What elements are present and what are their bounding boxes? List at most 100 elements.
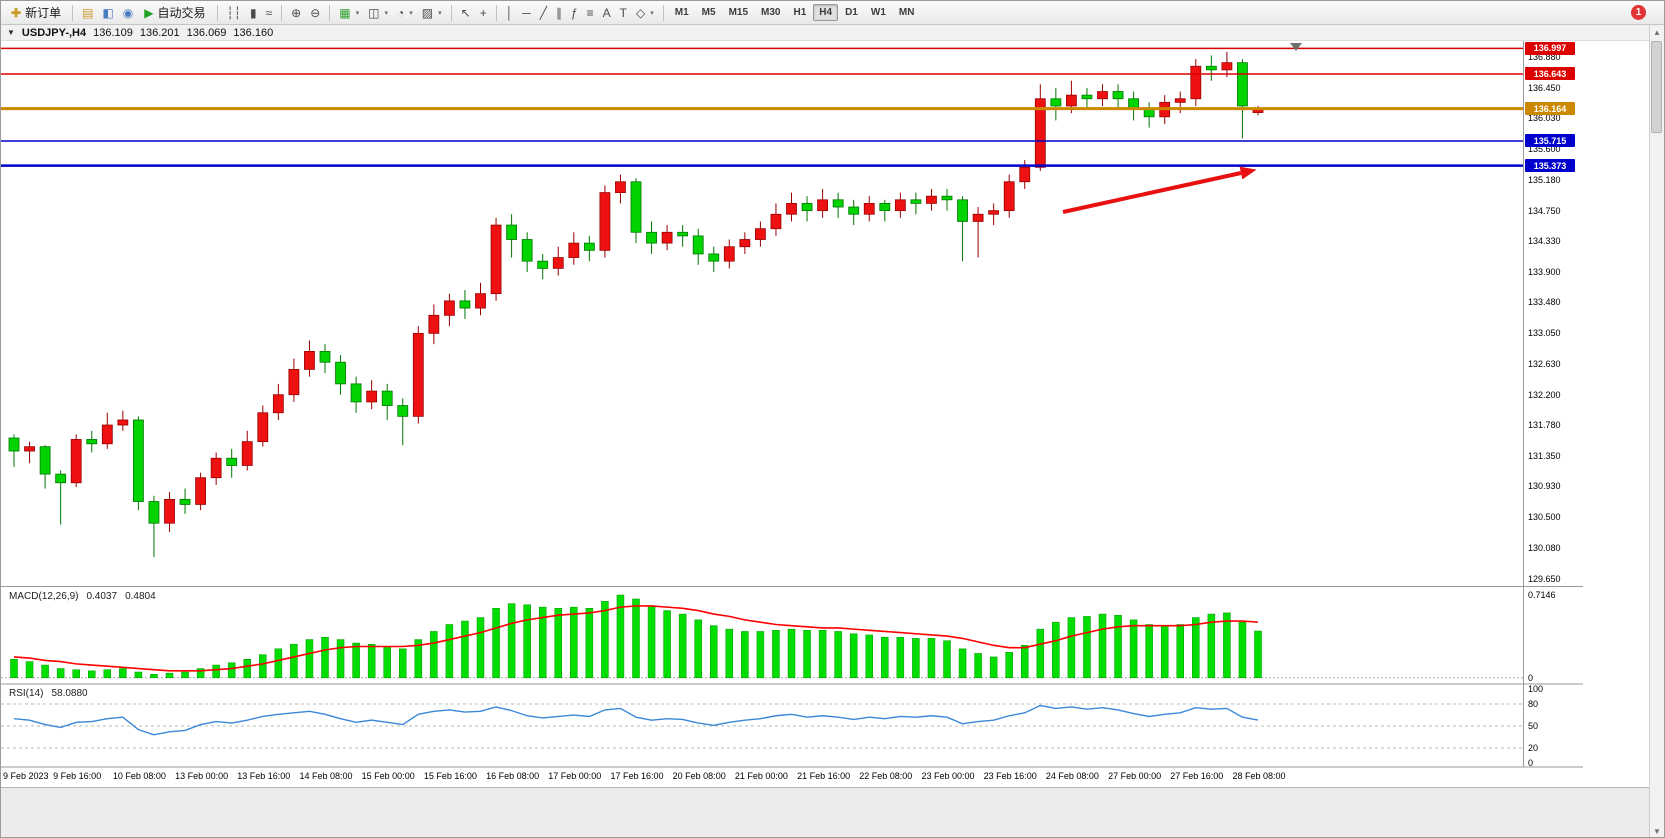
chart-close-value: 136.160 [233, 26, 274, 39]
vertical-line-button[interactable]: │ [502, 3, 518, 23]
chart-menu-caret-icon[interactable]: ▼ [7, 28, 15, 37]
candle [1237, 59, 1248, 139]
zoom-out-button[interactable]: ⊖ [306, 3, 324, 23]
candle [630, 178, 642, 244]
macd-bar [181, 671, 189, 679]
timeframe-h4-button[interactable]: H4 [813, 4, 839, 21]
trendline-button[interactable]: ╱ [536, 3, 551, 23]
crosshair-button[interactable]: + [476, 3, 491, 23]
macd-bar [507, 603, 516, 679]
autotrade-label: 自动交易 [157, 6, 206, 20]
macd-bar [958, 648, 967, 679]
timeframe-h1-button[interactable]: H1 [793, 7, 807, 18]
trend-arrow[interactable] [1062, 166, 1257, 214]
market-watch-button[interactable]: ▤ [78, 3, 97, 23]
scroll-down-icon[interactable]: ▼ [1653, 827, 1661, 836]
macd-bar [601, 601, 609, 679]
timeframe-m1-button[interactable]: M1 [674, 7, 689, 18]
text-button[interactable]: A [599, 3, 615, 23]
macd-bar [1145, 624, 1153, 679]
candle [39, 445, 51, 489]
line-chart-type-button[interactable]: ≈ [262, 3, 277, 23]
candle [1081, 87, 1093, 110]
bar-chart-type-button[interactable]: ┆┆ [223, 3, 245, 23]
autotrade-button[interactable]: ▶ 自动交易 [138, 3, 211, 23]
timeframe-mn-button[interactable]: MN [898, 7, 915, 18]
candle [381, 383, 393, 420]
macd-label: MACD(12,26,9) 0.4037 0.4804 [9, 591, 156, 602]
macd-bar [1238, 621, 1247, 679]
candlestick-type-icon: ▮ [249, 5, 257, 20]
timeframe-m5-button[interactable]: M5 [701, 7, 716, 18]
toolbar-separator [662, 4, 664, 21]
windows-group: ▦ ▾ ◫ ▾ ◔ ▾ ▨ ▾ [335, 3, 445, 23]
timeframe-m30-button[interactable]: M30 [761, 7, 781, 18]
candle [288, 358, 300, 402]
new-order-button[interactable]: ✚ 新订单 [5, 3, 67, 23]
macd-bar [119, 668, 127, 679]
macd-bar [103, 669, 112, 679]
channel-button[interactable]: ∥ [552, 3, 566, 23]
candle [148, 495, 160, 558]
cursor-group: ↖ + [457, 3, 491, 23]
vertical-line-icon: │ [505, 5, 514, 20]
tile-windows-button[interactable]: ◫ ▾ [364, 3, 392, 23]
template-button[interactable]: ▨ ▾ [418, 3, 446, 23]
candle [817, 188, 828, 218]
macd-bar [989, 656, 998, 679]
candle [70, 434, 82, 488]
macd-bar [647, 605, 656, 679]
data-window-button[interactable]: ◧ [98, 3, 117, 23]
candle [894, 192, 906, 218]
equidistant-button[interactable]: ≡ [583, 3, 598, 23]
macd-bar [663, 610, 671, 679]
dropdown-caret-icon: ▾ [355, 9, 360, 17]
candlestick-type-button[interactable]: ▮ [246, 3, 261, 23]
timeframe-w1-button[interactable]: W1 [870, 7, 886, 18]
timeframe-d1-button[interactable]: D1 [845, 7, 858, 18]
macd-bar [88, 670, 96, 679]
macd-bar [212, 664, 220, 679]
market-watch-icon: ▤ [82, 5, 94, 20]
candle [739, 232, 751, 254]
macd-bar [694, 619, 702, 679]
chart-shift-marker[interactable] [1290, 43, 1302, 51]
candle [24, 441, 35, 464]
chart-low-value: 136.069 [186, 26, 227, 39]
template-icon: ▨ [421, 5, 434, 20]
vertical-scrollbar[interactable]: ▲ ▼ [1649, 25, 1664, 837]
crosshair-icon: + [479, 5, 487, 20]
macd-bar [150, 674, 158, 679]
notification-badge[interactable]: 1 [1631, 5, 1646, 20]
macd-bar [772, 630, 780, 679]
fibonacci-button[interactable]: ƒ [567, 3, 582, 23]
timeframe-m15-button[interactable]: M15 [728, 7, 749, 18]
macd-bar [274, 648, 283, 679]
period-button[interactable]: ◔ ▾ [393, 3, 417, 23]
candle [428, 304, 440, 345]
label-button[interactable]: T [616, 3, 631, 23]
navigator-button[interactable]: ◉ [119, 3, 137, 23]
new-order-icon: ✚ [11, 5, 22, 20]
indicators-button[interactable]: ▦ ▾ [335, 3, 363, 23]
rsi-line [13, 704, 1259, 736]
cursor-button[interactable]: ↖ [457, 3, 475, 23]
line-chart-type-icon: ≈ [265, 5, 273, 20]
shapes-button[interactable]: ◇ ▾ [632, 3, 658, 23]
zoom-in-button[interactable]: ⊕ [287, 3, 305, 23]
macd-bar [1114, 614, 1122, 679]
macd-bar [461, 620, 469, 679]
scrollbar-thumb[interactable] [1651, 41, 1662, 133]
macd-bar [399, 648, 407, 679]
candle [55, 470, 67, 525]
candle [552, 246, 564, 276]
macd-bar [678, 613, 687, 679]
scroll-up-icon[interactable]: ▲ [1653, 28, 1661, 37]
macd-bar [616, 594, 625, 679]
navigator-icon: ◉ [122, 5, 134, 20]
horizontal-lines-layer [1, 47, 1523, 167]
horizontal-line-button[interactable]: ─ [518, 3, 535, 23]
macd-bar [865, 634, 873, 679]
candle [1221, 51, 1233, 78]
